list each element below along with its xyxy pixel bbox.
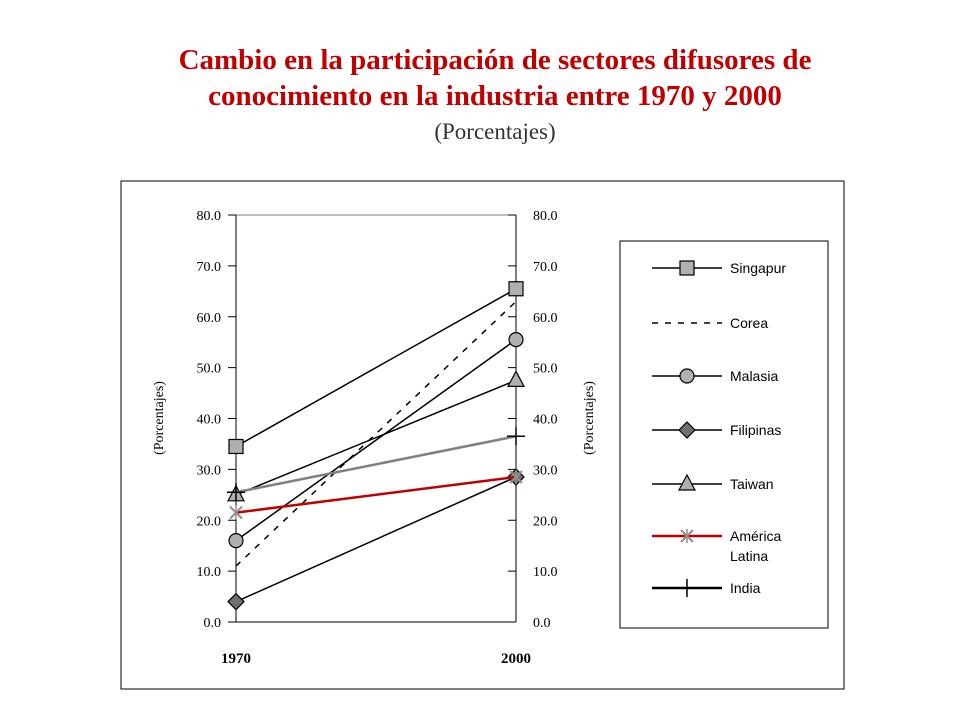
legend-label-line: América	[730, 528, 782, 544]
legend-box	[619, 240, 829, 629]
legend-entry-taiwan: Taiwan	[652, 473, 774, 492]
series-line-india	[235, 435, 517, 494]
legend-label-line: India	[730, 580, 761, 596]
legend-entry-america-latina: América Latina	[652, 528, 782, 564]
left-y-tick-label: 80.0	[197, 209, 222, 224]
legend-label-line: Malasia	[730, 368, 778, 384]
right-y-tick-label: 0.0	[533, 616, 551, 631]
legend-entry-india: India	[652, 579, 761, 597]
right-y-tick-label: 60.0	[533, 311, 558, 326]
right-y-tick-label: 40.0	[533, 413, 558, 428]
legend-label-line: Singapur	[730, 260, 786, 276]
series-point-malasia-1970	[228, 532, 244, 549]
legend-label-singapur: Singapur	[730, 260, 786, 276]
series-point-india-2000	[507, 427, 525, 446]
left-y-tick-label: 0.0	[204, 616, 222, 631]
series-singapur	[228, 281, 524, 455]
chart-title-line-2: conocimiento en la industria entre 1970 …	[208, 80, 782, 112]
left-y-tick-label: 30.0	[197, 463, 222, 478]
series-india	[227, 427, 525, 502]
series-line-malasia	[235, 339, 517, 542]
left-y-tick-label: 70.0	[197, 260, 222, 275]
series-point-singapur-2000	[508, 281, 524, 297]
legend-entry-filipinas: Filipinas	[652, 421, 781, 439]
legend-label-line: Corea	[730, 315, 768, 331]
legend-label-line: Filipinas	[730, 422, 781, 438]
series-point-taiwan-2000	[507, 370, 525, 387]
series-point-filipinas-1970	[227, 592, 245, 611]
left-y-tick-label: 20.0	[197, 514, 222, 529]
left-y-tick-label: 50.0	[197, 362, 222, 377]
legend-label-corea: Corea	[730, 315, 768, 331]
right-y-tick-label: 20.0	[533, 514, 558, 529]
legend-marker-america-latina	[680, 529, 694, 543]
legend-label-line: Latina	[730, 548, 768, 564]
series-line-singapur	[235, 288, 517, 448]
right-y-tick-label: 10.0	[533, 565, 558, 580]
legend-marker-malasia	[679, 368, 695, 384]
series-point-malasia-2000	[508, 332, 524, 348]
legend-entry-corea: Corea	[652, 315, 768, 331]
series-corea	[235, 300, 517, 567]
x-tick-label-1970: 1970	[221, 651, 251, 667]
legend-label-america-latina: América Latina	[730, 528, 782, 564]
legend-entry-singapur: Singapur	[652, 260, 786, 276]
right-y-tick-label: 80.0	[533, 209, 558, 224]
series-malasia	[228, 332, 524, 549]
legend-marker-india	[678, 579, 696, 597]
series-filipinas	[227, 468, 525, 611]
left-y-tick-label: 60.0	[197, 311, 222, 326]
series-point-america-latina-2000	[509, 470, 523, 485]
chart-title-block: Cambio en la participación de sectores d…	[0, 42, 960, 148]
chart-title-line-1: Cambio en la participación de sectores d…	[178, 44, 812, 76]
legend-entry-malasia: Malasia	[652, 368, 778, 384]
left-y-tick-label: 10.0	[197, 565, 222, 580]
series-line-america-latina	[235, 475, 517, 514]
chart-frame	[120, 180, 845, 690]
y-axis-label-right: (Porcentajes)	[582, 381, 597, 455]
legend-label-line: Taiwan	[730, 476, 774, 492]
chart-subtitle: (Porcentajes)	[434, 119, 556, 144]
legend-marker-singapur	[679, 260, 695, 276]
series-point-singapur-1970	[228, 438, 244, 455]
right-y-tick-label: 30.0	[533, 463, 558, 478]
series-line-filipinas	[235, 476, 517, 603]
legend-marker-filipinas	[678, 421, 696, 439]
series-line-taiwan	[235, 379, 517, 496]
right-y-tick-label: 50.0	[533, 362, 558, 377]
series-america-latina	[229, 470, 523, 520]
x-tick-label-2000: 2000	[501, 651, 531, 667]
legend-label-taiwan: Taiwan	[730, 476, 774, 492]
legend-marker-taiwan	[678, 473, 696, 491]
series-point-america-latina-1970	[229, 505, 243, 520]
y-axis-label-left: (Porcentajes)	[152, 381, 167, 455]
series-point-india-1970	[227, 483, 245, 502]
legend-label-malasia: Malasia	[730, 368, 778, 384]
series-line-corea	[235, 300, 517, 567]
legend-label-india: India	[730, 580, 761, 596]
left-y-tick-label: 40.0	[197, 413, 222, 428]
right-y-tick-label: 70.0	[533, 260, 558, 275]
legend-label-filipinas: Filipinas	[730, 422, 781, 438]
